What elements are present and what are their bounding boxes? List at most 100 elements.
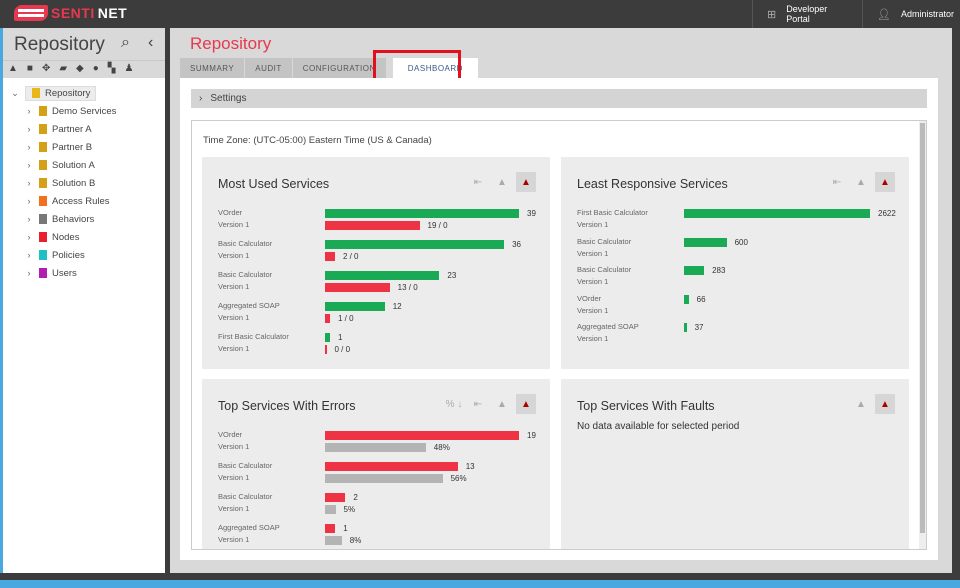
scrollbar[interactable] xyxy=(919,121,926,549)
folder-icon xyxy=(39,160,47,170)
chevron-right-icon[interactable]: › xyxy=(27,124,31,134)
service-version: Version 1 xyxy=(218,251,250,260)
alert-active-icon[interactable]: ▲ xyxy=(875,394,895,414)
service-version: Version 1 xyxy=(577,220,609,229)
tree-item[interactable]: › Partner B xyxy=(3,138,165,156)
tree-item[interactable]: › Nodes xyxy=(3,228,165,246)
filter-icon[interactable]: ♟ xyxy=(124,63,134,74)
filter-icon[interactable]: ◆ xyxy=(76,63,84,74)
folder-icon xyxy=(39,232,47,242)
value-bar xyxy=(325,271,440,280)
chart-row[interactable]: VOrder Version 1 39 19 / 0 xyxy=(218,208,540,239)
chevron-right-icon[interactable]: › xyxy=(27,214,31,224)
service-version: Version 1 xyxy=(218,473,250,482)
service-version: Version 1 xyxy=(218,344,250,353)
service-name: Aggregated SOAP xyxy=(218,523,280,532)
chart-row[interactable]: Aggregated SOAP Version 1 12 1 / 0 xyxy=(218,301,540,332)
tab-bar: SUMMARY AUDIT CONFIGURATION DASHBOARD xyxy=(180,58,479,78)
export-icon[interactable]: ⇤ xyxy=(832,176,842,188)
filter-icon[interactable]: ■ xyxy=(26,63,33,74)
sidebar-title: Repository xyxy=(14,34,105,55)
developer-portal-button[interactable]: ⊞ Developer Portal xyxy=(752,0,862,28)
logo-text-senti: SENTI xyxy=(51,5,95,21)
filter-icon[interactable]: ▰ xyxy=(59,63,68,74)
tab-dashboard[interactable]: DASHBOARD xyxy=(392,58,478,78)
chevron-right-icon[interactable]: › xyxy=(27,178,31,188)
search-icon[interactable]: ⌕ xyxy=(121,34,130,51)
chevron-down-icon[interactable]: ⌄ xyxy=(11,87,19,98)
chevron-right-icon[interactable]: › xyxy=(27,106,31,116)
tree-item[interactable]: › Solution A xyxy=(3,156,165,174)
tree-item[interactable]: › Policies xyxy=(3,246,165,264)
alert-icon[interactable]: ▲ xyxy=(497,398,507,410)
alert-icon[interactable]: ▲ xyxy=(856,398,866,410)
chart-row[interactable]: Basic Calculator Version 1 600 xyxy=(577,237,899,266)
settings-expander[interactable]: › Settings xyxy=(191,89,927,108)
chevron-right-icon[interactable]: › xyxy=(27,160,31,170)
filter-icon[interactable]: ✥ xyxy=(41,63,51,74)
secondary-label: 19 / 0 xyxy=(427,221,448,230)
service-version: Version 1 xyxy=(577,248,609,258)
tab-audit[interactable]: AUDIT xyxy=(245,58,292,78)
alert-active-icon[interactable]: ▲ xyxy=(875,172,895,192)
service-name: Basic Calculator xyxy=(218,239,273,248)
card-title: Most Used Services xyxy=(218,177,330,191)
chevron-right-icon[interactable]: › xyxy=(27,142,31,152)
collapse-chevron-icon[interactable]: ‹ xyxy=(148,34,154,51)
service-name: First Basic Calculator xyxy=(218,332,289,341)
alert-active-icon[interactable]: ▲ xyxy=(516,172,536,192)
filter-icon[interactable]: ▲ xyxy=(8,63,18,74)
alert-active-icon[interactable]: ▲ xyxy=(516,394,536,414)
tree-item-label: Demo Services xyxy=(52,105,117,117)
tree-item-label: Access Rules xyxy=(52,195,110,207)
folder-icon xyxy=(39,268,47,278)
chart-row[interactable]: First Basic Calculator Version 1 2622 xyxy=(577,208,899,237)
filter-icon[interactable]: ● xyxy=(92,63,99,74)
secondary-bar xyxy=(325,505,336,514)
export-icon[interactable]: ⇤ xyxy=(473,398,483,410)
export-icon[interactable]: ⇤ xyxy=(473,176,483,188)
tree-item[interactable]: › Partner A xyxy=(3,120,165,138)
value-bar xyxy=(684,323,687,332)
service-name: Aggregated SOAP xyxy=(577,322,639,331)
chart-row[interactable]: Basic Calculator Version 1 2 5% xyxy=(218,492,540,523)
splitter[interactable] xyxy=(165,28,170,573)
chevron-right-icon[interactable]: › xyxy=(27,268,31,278)
sentinet-logo[interactable]: SENTI NET xyxy=(14,5,127,21)
service-version: Version 1 xyxy=(218,220,250,229)
chart-row[interactable]: Basic Calculator Version 1 13 56% xyxy=(218,461,540,492)
chart-row[interactable]: Basic Calculator Version 1 36 2 / 0 xyxy=(218,239,540,270)
card-title: Least Responsive Services xyxy=(577,177,728,191)
tab-configuration[interactable]: CONFIGURATION xyxy=(292,58,386,78)
chart-row[interactable]: Aggregated SOAP Version 1 1 8% xyxy=(218,523,540,549)
tree-item[interactable]: › Behaviors xyxy=(3,210,165,228)
service-name: VOrder xyxy=(218,208,243,217)
tree-root[interactable]: ⌄ Repository xyxy=(3,84,165,102)
alert-icon[interactable]: ▲ xyxy=(497,176,507,188)
tree-item[interactable]: › Users xyxy=(3,264,165,282)
chart-row[interactable]: VOrder Version 1 66 xyxy=(577,294,899,323)
timezone-label: Time Zone: (UTC-05:00) Eastern Time (US … xyxy=(203,135,432,146)
service-version: Version 1 xyxy=(218,535,250,544)
filter-icon[interactable]: ▚ xyxy=(107,63,116,74)
folder-icon xyxy=(39,178,47,188)
chart-row[interactable]: VOrder Version 1 19 48% xyxy=(218,430,540,461)
tree-item[interactable]: › Demo Services xyxy=(3,102,165,120)
tab-summary[interactable]: SUMMARY xyxy=(180,58,245,78)
percent-sort-icon[interactable]: % ↓ xyxy=(445,398,463,410)
folder-icon xyxy=(39,124,47,134)
secondary-bar xyxy=(325,252,335,261)
service-version: Version 1 xyxy=(218,313,250,322)
value-label: 12 xyxy=(392,302,402,311)
chevron-right-icon[interactable]: › xyxy=(27,232,31,242)
tree-item[interactable]: › Solution B xyxy=(3,174,165,192)
chevron-right-icon[interactable]: › xyxy=(27,196,31,206)
chart-row[interactable]: Aggregated SOAP Version 1 37 xyxy=(577,322,899,351)
chart-row[interactable]: Basic Calculator Version 1 283 xyxy=(577,265,899,294)
tree-item[interactable]: › Access Rules xyxy=(3,192,165,210)
chart-row[interactable]: First Basic Calculator Version 1 1 0 / 0 xyxy=(218,332,540,363)
chart-row[interactable]: Basic Calculator Version 1 23 13 / 0 xyxy=(218,270,540,301)
user-menu-button[interactable]: 👤︎ Administrator xyxy=(862,0,960,28)
alert-icon[interactable]: ▲ xyxy=(856,176,866,188)
chevron-right-icon[interactable]: › xyxy=(27,250,31,260)
